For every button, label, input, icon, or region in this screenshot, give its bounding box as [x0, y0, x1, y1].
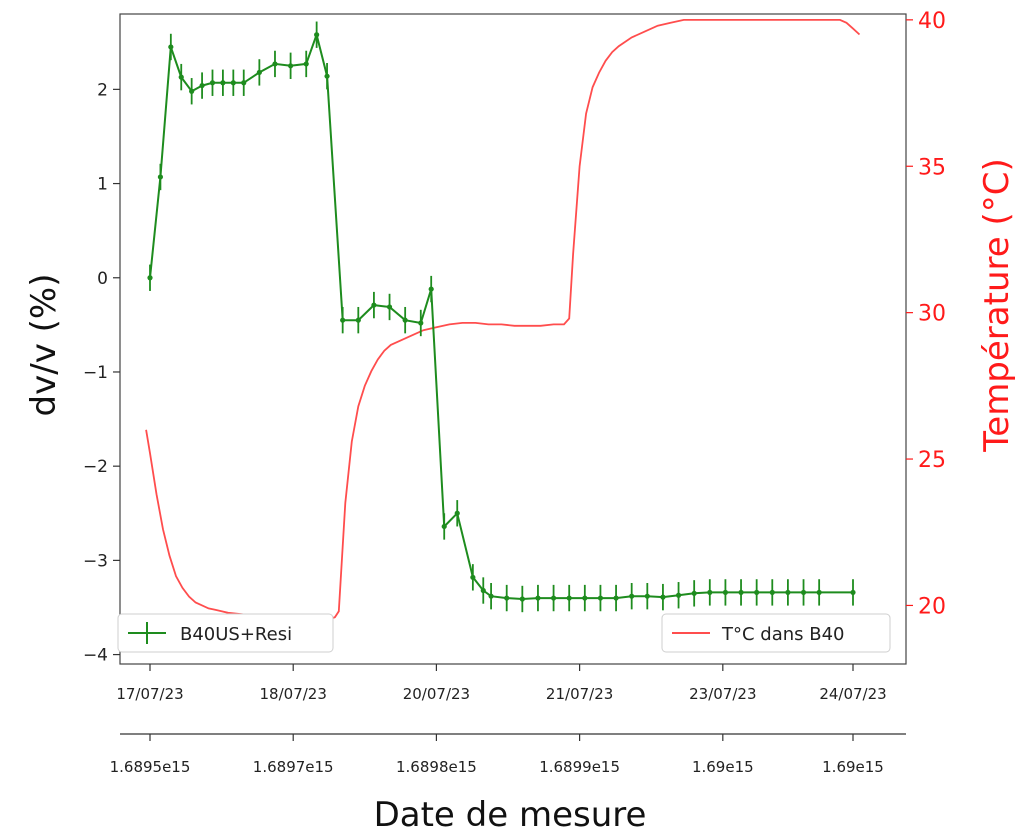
y-left-tick-label: 2 [97, 80, 108, 100]
x-numeric-tick-label: 1.69e15 [692, 758, 754, 776]
x-numeric-tick-label: 1.6895e15 [110, 758, 191, 776]
series-dvv-point [199, 82, 205, 89]
y-left-tick-label: 1 [97, 175, 108, 195]
y-axis-label-right: Température (°C) [977, 158, 1017, 452]
x-numeric-tick-label: 1.6897e15 [253, 758, 334, 776]
series-dvv-point [355, 317, 361, 323]
series-dvv-point [785, 589, 791, 596]
series-dvv-point [386, 304, 393, 310]
series-dvv-point [256, 69, 262, 76]
series-dvv-point [303, 61, 309, 67]
x-numeric-tick-label: 1.69e15 [822, 758, 884, 776]
series-dvv-point [519, 596, 525, 602]
series-dvv-point [597, 595, 604, 601]
series-dvv-point [722, 589, 729, 596]
series-dvv-point [189, 88, 195, 94]
x-numeric-tick-label: 1.6898e15 [396, 758, 477, 776]
series-dvv-point [800, 589, 807, 596]
y-left-tick-label: −2 [83, 457, 108, 477]
series-dvv-point [288, 63, 294, 69]
series-dvv-point [769, 589, 775, 596]
series-dvv-line [149, 31, 853, 601]
y-right-tick-label: 25 [918, 448, 946, 473]
series-dvv-point [488, 593, 494, 599]
y-left-tick-label: 0 [97, 269, 108, 289]
series-dvv-point [707, 589, 713, 596]
series-dvv-point [230, 80, 236, 86]
y-right-tick-label: 35 [918, 155, 946, 180]
y-right-tick-label: 30 [918, 302, 946, 327]
series-dvv-point [613, 595, 619, 601]
series-dvv-point [314, 32, 320, 38]
x-axis-label: Date de mesure [374, 795, 647, 835]
series-dvv-point [691, 590, 697, 596]
series-dvv-point [470, 574, 476, 580]
series-dvv-point [850, 589, 856, 596]
y-axis-label-left: dv/v (%) [24, 274, 64, 417]
series-dvv-point [550, 595, 557, 601]
x-date-tick-label: 21/07/23 [546, 685, 613, 703]
series-dvv-point [168, 44, 174, 50]
legend-dvv-box [117, 613, 334, 653]
plot-frame [119, 13, 907, 665]
series-dvv-point [220, 80, 226, 86]
series-dvv-point [566, 595, 572, 601]
series-dvv-point [209, 80, 216, 86]
series-dvv-point [504, 595, 510, 601]
series-dvv-point [441, 523, 447, 530]
series-dvv-point [147, 275, 153, 281]
series-dvv-point [157, 174, 164, 180]
x-date-tick-label: 18/07/23 [260, 685, 327, 703]
legend-temp-label: T°C dans B40 [721, 624, 845, 645]
series-dvv-point [629, 593, 635, 599]
x-numeric-tick-label: 1.6899e15 [539, 758, 620, 776]
series-dvv-point [272, 61, 278, 67]
x-date-tick-label: 20/07/23 [403, 685, 470, 703]
series-dvv-point [582, 595, 588, 601]
series-dvv-point [535, 595, 541, 601]
series-dvv-point [454, 510, 460, 516]
series-dvv-point [738, 589, 744, 596]
series-dvv-point [402, 317, 408, 323]
series-dvv-point [178, 74, 184, 80]
legend-temp-box [661, 613, 891, 653]
series-dvv-point [644, 593, 650, 599]
series-temperature-line [145, 18, 861, 623]
x-date-tick-label: 17/07/23 [116, 685, 183, 703]
y-right-tick-label: 40 [918, 9, 946, 34]
legend-dvv-label: B40US+Resi [180, 624, 292, 645]
series-dvv-point [754, 589, 760, 596]
y-right-tick-label: 20 [918, 594, 946, 619]
series-dvv-point [371, 302, 377, 308]
x-date-tick-label: 23/07/23 [689, 685, 756, 703]
series-dvv-point [660, 594, 666, 600]
series-dvv-point [340, 317, 346, 323]
legend-temp: T°C dans B40 [661, 613, 891, 653]
y-left-tick-label: −1 [83, 363, 108, 383]
x-date-tick-label: 24/07/23 [819, 685, 886, 703]
series-dvv-point [241, 80, 247, 86]
y-left-tick-label: −4 [83, 646, 108, 666]
series-dvv-point [816, 589, 822, 596]
series-dvv-point [418, 320, 424, 326]
series-dvv-point [480, 587, 486, 594]
series-dvv-point [324, 73, 330, 79]
series-dvv-point [428, 286, 434, 292]
legend-dvv: B40US+Resi [117, 613, 334, 653]
series-dvv-point [675, 592, 682, 598]
y-left-tick-label: −3 [83, 551, 108, 571]
